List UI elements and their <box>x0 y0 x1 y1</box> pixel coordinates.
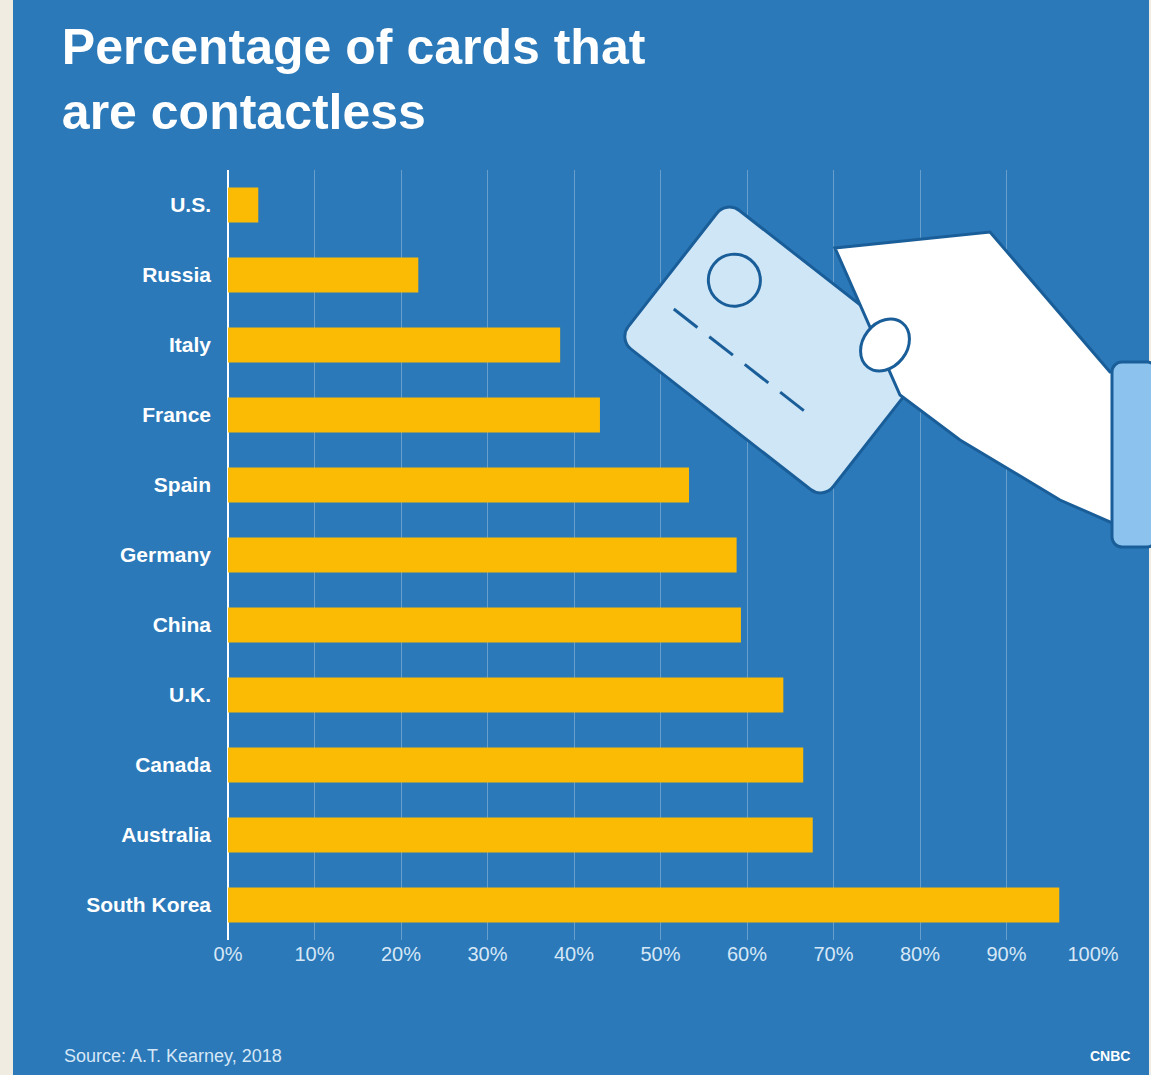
svg-text:50%: 50% <box>640 943 680 965</box>
svg-text:China: China <box>153 613 212 636</box>
svg-text:20%: 20% <box>381 943 421 965</box>
svg-text:Spain: Spain <box>154 473 211 496</box>
svg-text:U.K.: U.K. <box>169 683 211 706</box>
svg-text:Percentage of cards thatare co: Percentage of cards thatare contactless <box>62 19 646 140</box>
svg-text:Source: A.T. Kearney, 2018: Source: A.T. Kearney, 2018 <box>64 1046 282 1066</box>
svg-text:10%: 10% <box>294 943 334 965</box>
svg-text:Russia: Russia <box>142 263 211 286</box>
svg-text:30%: 30% <box>467 943 507 965</box>
svg-text:Australia: Australia <box>121 823 211 846</box>
svg-text:60%: 60% <box>727 943 767 965</box>
svg-text:Germany: Germany <box>120 543 211 566</box>
svg-text:Italy: Italy <box>169 333 211 356</box>
svg-text:South Korea: South Korea <box>86 893 211 916</box>
svg-text:40%: 40% <box>554 943 594 965</box>
svg-text:U.S.: U.S. <box>170 193 211 216</box>
svg-text:Canada: Canada <box>135 753 211 776</box>
svg-text:France: France <box>142 403 211 426</box>
svg-text:90%: 90% <box>986 943 1026 965</box>
svg-text:100%: 100% <box>1067 943 1118 965</box>
svg-text:0%: 0% <box>214 943 243 965</box>
svg-text:80%: 80% <box>900 943 940 965</box>
svg-text:CNBC: CNBC <box>1090 1048 1130 1064</box>
svg-text:70%: 70% <box>813 943 853 965</box>
